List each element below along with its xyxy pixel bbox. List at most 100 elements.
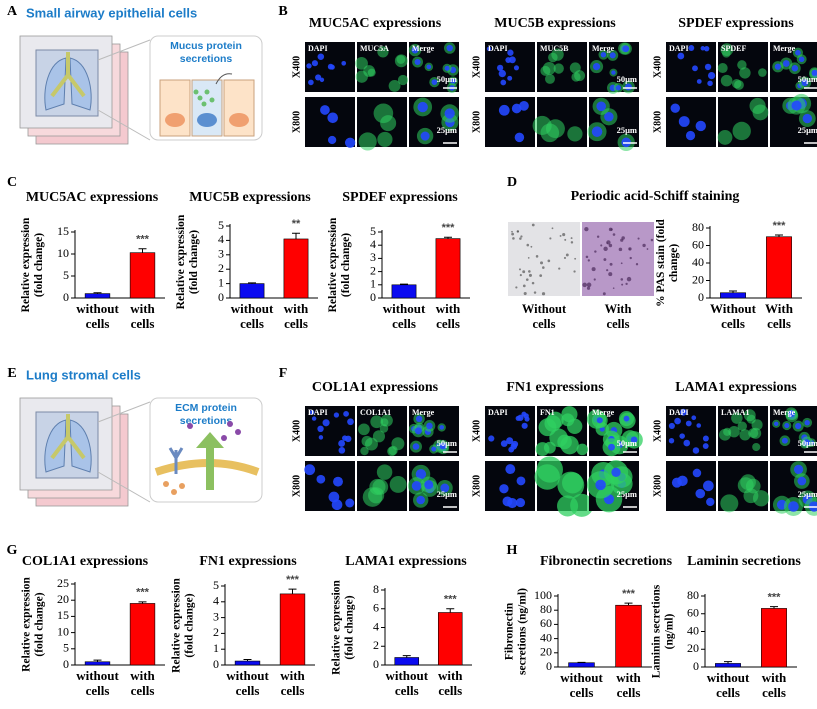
x-tick-label-box: with cells xyxy=(436,301,461,331)
y-axis-title: Relative expression (fold change) xyxy=(20,577,45,672)
pas-speck xyxy=(511,230,513,233)
receptor xyxy=(168,447,184,474)
stain xyxy=(538,418,557,437)
stain xyxy=(542,62,556,75)
nucleus-stain xyxy=(415,415,423,422)
y-axis-title-box: Fibronectin secretions (ng/ml) xyxy=(503,588,528,675)
nucleus-stain xyxy=(608,443,615,451)
x-tick-label: without cells xyxy=(385,668,429,698)
pas-image-label-box: With cells xyxy=(605,302,632,331)
error-bar xyxy=(292,232,300,239)
secretion-arrow xyxy=(215,73,233,85)
y-tick-label: 20 xyxy=(57,592,69,606)
mucus-granule xyxy=(193,89,199,95)
nucleus-stain xyxy=(624,83,633,91)
pas-speck xyxy=(618,247,623,252)
bar xyxy=(234,660,261,666)
pas-speck xyxy=(519,274,522,277)
pas-speck xyxy=(612,287,615,289)
nucleus-stain xyxy=(505,464,516,475)
nucleus-stain xyxy=(505,57,512,63)
y-tick-label: 4 xyxy=(213,594,219,608)
pas-title: Periodic acid-Schiff staining xyxy=(571,189,740,204)
x-tick-label: with cells xyxy=(761,670,787,700)
y-axis-title-box: Relative expression (fold change) xyxy=(327,218,352,313)
pas-speck xyxy=(539,274,543,277)
stain xyxy=(574,70,586,82)
nucleus-stain xyxy=(674,417,681,425)
y-tick-label: 40 xyxy=(540,630,552,644)
nucleus-stain xyxy=(611,70,616,75)
nucleus-stain xyxy=(685,130,696,141)
nucleus-stain xyxy=(439,442,447,450)
nucleus-stain xyxy=(444,65,450,71)
nucleus-stain xyxy=(798,56,805,63)
pas-speck xyxy=(608,243,613,248)
micrograph-title: SPDEF expressions xyxy=(678,16,794,31)
bar xyxy=(715,663,741,668)
channel-label: Merge xyxy=(773,44,796,53)
pas-speck xyxy=(612,233,616,236)
nucleus-stain xyxy=(327,112,339,124)
stain xyxy=(358,423,370,436)
nucleus-stain xyxy=(523,413,529,419)
pas-speck xyxy=(620,262,623,265)
nucleus-stain xyxy=(440,483,450,493)
pas-speck xyxy=(515,286,518,289)
pas-speck xyxy=(629,256,632,260)
y-tick-label: 4 xyxy=(370,237,376,251)
x-tick-label-box: without cells xyxy=(707,670,750,700)
stain xyxy=(535,442,550,457)
channel-label: DAPI xyxy=(669,44,689,53)
pas-speck xyxy=(549,237,552,240)
pas-speck xyxy=(608,272,613,277)
nucleus-stain xyxy=(787,410,795,418)
pas-speck xyxy=(551,227,554,230)
stain xyxy=(553,63,564,74)
y-tick-label: 1 xyxy=(370,277,376,291)
nucleus-stain xyxy=(600,51,607,58)
nucleus-stain xyxy=(412,443,420,450)
bar xyxy=(391,284,417,299)
nucleus-stain xyxy=(317,53,325,61)
stain xyxy=(743,409,756,422)
y-tick-label: 60 xyxy=(540,616,552,630)
row-label: X400 xyxy=(291,56,302,78)
bar xyxy=(435,238,461,299)
stain xyxy=(545,73,555,84)
nucleus-stain xyxy=(317,425,324,432)
significance: *** xyxy=(444,594,458,606)
error-bar xyxy=(138,248,147,253)
pas-speck xyxy=(626,276,632,282)
y-tick-label: 10 xyxy=(57,624,69,638)
bar xyxy=(720,292,746,299)
stain xyxy=(576,443,589,456)
zoom-lines xyxy=(97,401,151,503)
pas-speck xyxy=(594,250,597,253)
nucleus-stain xyxy=(781,437,788,444)
nucleus-stain xyxy=(803,439,811,446)
stain xyxy=(379,424,389,433)
nucleus-stain xyxy=(513,65,520,71)
nucleus-stain xyxy=(328,491,340,503)
nucleus-stain xyxy=(516,476,526,486)
pas-speck xyxy=(574,257,577,260)
pas-speck xyxy=(584,226,589,232)
error-bar xyxy=(624,602,633,606)
nucleus-stain xyxy=(320,105,330,115)
nucleus-stain xyxy=(668,422,675,429)
pas-speck xyxy=(620,278,624,281)
x-tick-label-box: without cells xyxy=(76,668,119,698)
nucleus-stain xyxy=(692,447,700,454)
nucleus-stain xyxy=(343,410,349,417)
y-tick-label: 5 xyxy=(218,218,224,232)
error-bar xyxy=(402,655,411,658)
pas-speck xyxy=(559,234,562,237)
nucleus-stain xyxy=(615,85,622,91)
bar xyxy=(129,252,156,299)
x-tick-label-box: without cells xyxy=(560,670,603,700)
bar xyxy=(129,603,156,666)
nucleus-stain xyxy=(450,78,456,84)
nucleus-stain xyxy=(704,63,712,71)
stain xyxy=(752,104,769,121)
